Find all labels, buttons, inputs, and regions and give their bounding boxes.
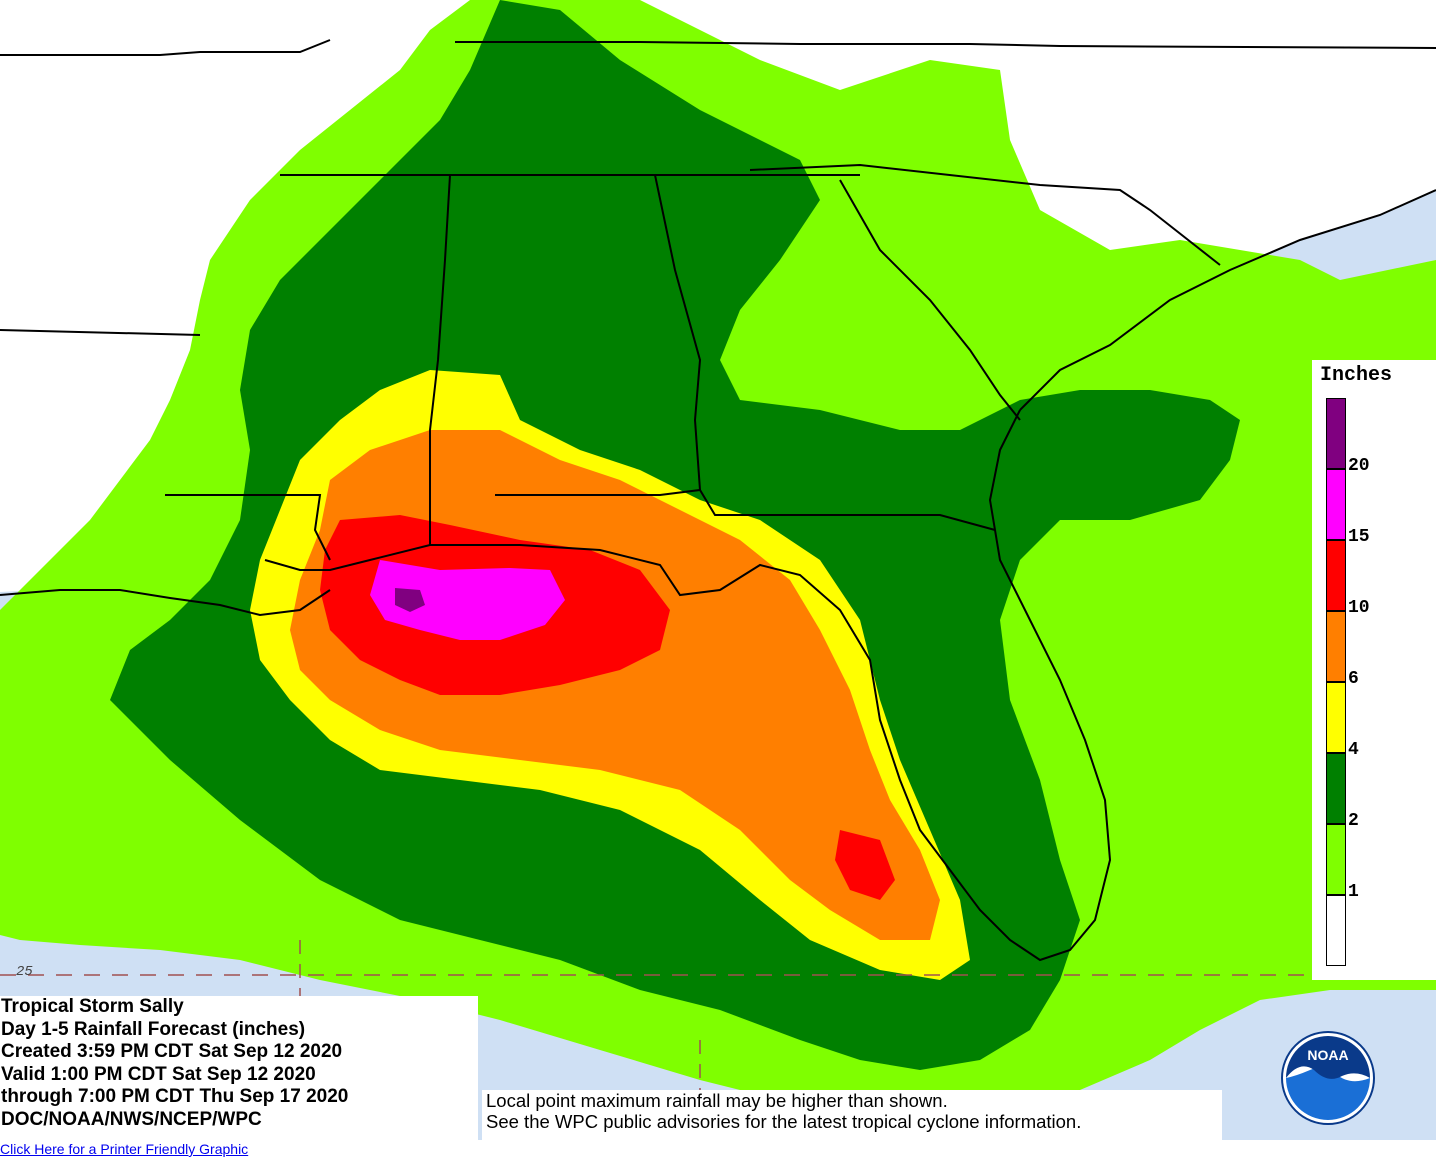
legend-tick-10: 10 xyxy=(1348,598,1370,618)
louisiana-coast xyxy=(0,589,331,617)
legend-tick-20: 20 xyxy=(1348,456,1370,476)
agency-credit: DOC/NOAA/NWS/NCEP/WPC xyxy=(1,1108,262,1130)
legend-seg-10-15 xyxy=(1326,540,1346,611)
legend-seg-0-1 xyxy=(1326,895,1346,966)
legend-tick-15: 15 xyxy=(1348,527,1370,547)
tn-nc-line xyxy=(455,41,1436,49)
ar-la-line xyxy=(0,329,201,336)
rain-15-20in xyxy=(370,560,565,640)
legend-colorbar xyxy=(1326,398,1346,966)
legend-title: Inches xyxy=(1320,364,1393,387)
legend-seg-4-6 xyxy=(1326,682,1346,753)
legend-seg-6-10 xyxy=(1326,611,1346,682)
created-time: Created 3:59 PM CDT Sat Sep 12 2020 xyxy=(1,1041,343,1062)
storm-name: Tropical Storm Sally xyxy=(1,996,184,1017)
gulf-coast xyxy=(264,409,1112,962)
notice-box: Local point maximum rainfall may be high… xyxy=(482,1090,1222,1140)
ga-sc-line xyxy=(839,179,1021,421)
mason-line xyxy=(0,39,331,56)
atlantic-coast xyxy=(1019,189,1436,411)
rain-10-15in-spot xyxy=(835,830,895,900)
valid-end: through 7:00 PM CDT Thu Sep 17 2020 xyxy=(1,1086,349,1107)
latitude-label: 25 xyxy=(16,964,33,980)
notice-line-1: Local point maximum rainfall may be high… xyxy=(486,1090,948,1111)
printer-friendly-link[interactable]: Click Here for a Printer Friendly Graphi… xyxy=(0,1141,249,1157)
noaa-logo: NOAA xyxy=(1281,1031,1375,1125)
legend-tick-6: 6 xyxy=(1348,669,1359,689)
legend-seg-2-4 xyxy=(1326,753,1346,824)
rain-20in-plus xyxy=(395,588,425,612)
noaa-logo-text: NOAA xyxy=(1307,1047,1348,1063)
legend-tick-1: 1 xyxy=(1348,882,1359,902)
rainfall-legend: Inches 20 15 10 6 4 2 1 xyxy=(1312,360,1436,980)
valid-start: Valid 1:00 PM CDT Sat Sep 12 2020 xyxy=(1,1063,316,1085)
legend-seg-20-plus xyxy=(1326,398,1346,469)
legend-seg-15-20 xyxy=(1326,469,1346,540)
legend-tick-4: 4 xyxy=(1348,740,1359,760)
al-ms-line xyxy=(429,174,451,545)
legend-seg-1-2 xyxy=(1326,824,1346,895)
notice-line-2: See the WPC public advisories for the la… xyxy=(486,1111,1082,1132)
forecast-title: Day 1-5 Rainfall Forecast (inches) xyxy=(1,1018,306,1040)
sc-nc-line xyxy=(749,163,1221,266)
forecast-info-box: Tropical Storm Sally Day 1-5 Rainfall Fo… xyxy=(0,996,478,1140)
legend-tick-2: 2 xyxy=(1348,811,1359,831)
al-ga-line xyxy=(654,174,702,491)
fl-al-line xyxy=(495,488,996,531)
boundaries xyxy=(0,39,1436,962)
ms-la-line xyxy=(165,494,331,561)
